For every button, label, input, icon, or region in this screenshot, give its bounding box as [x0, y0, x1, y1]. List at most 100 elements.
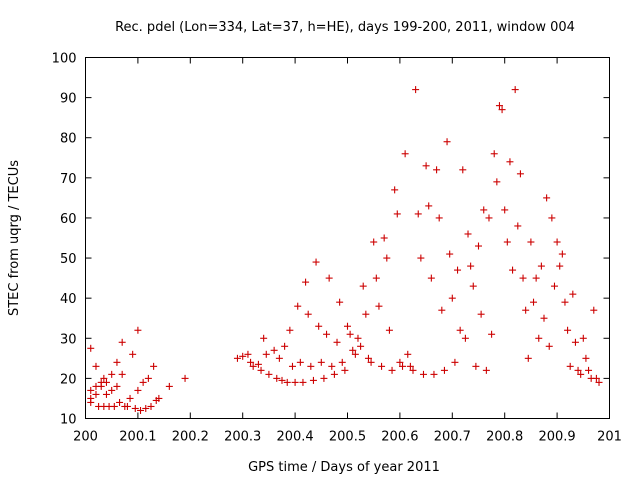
data-point: [129, 350, 137, 358]
y-tick-label: 20: [60, 372, 77, 387]
data-point: [336, 298, 344, 306]
data-point: [247, 358, 255, 366]
data-point: [273, 374, 281, 382]
data-point: [412, 86, 420, 94]
data-point: [165, 382, 173, 390]
data-point: [181, 374, 189, 382]
data-point: [404, 350, 412, 358]
data-point: [87, 386, 95, 394]
y-tick-label: 10: [60, 413, 77, 428]
data-point: [110, 402, 118, 410]
data-point: [102, 378, 110, 386]
data-point: [577, 370, 585, 378]
data-point: [545, 342, 553, 350]
data-point: [249, 362, 257, 370]
data-point: [323, 330, 331, 338]
data-point: [333, 338, 341, 346]
data-point: [346, 330, 354, 338]
data-point: [498, 106, 506, 114]
data-point: [325, 274, 333, 282]
data-point: [480, 206, 488, 214]
data-point: [92, 362, 100, 370]
data-point: [118, 338, 126, 346]
data-point: [579, 334, 587, 342]
data-point: [92, 390, 100, 398]
data-point: [131, 404, 139, 412]
data-point: [553, 238, 561, 246]
data-point: [288, 362, 296, 370]
data-point: [317, 358, 325, 366]
data-point: [406, 362, 414, 370]
data-point: [475, 242, 482, 250]
x-axis-label: GPS time / Days of year 2011: [248, 460, 440, 475]
data-point: [302, 278, 310, 286]
data-point: [561, 298, 569, 306]
data-point: [391, 186, 399, 194]
data-point: [113, 382, 121, 390]
data-point: [488, 330, 496, 338]
data-point: [537, 262, 545, 270]
x-tick-label: 200.2: [172, 430, 209, 445]
data-point: [144, 374, 152, 382]
data-point: [438, 306, 446, 314]
data-point: [354, 334, 362, 342]
data-point: [367, 358, 375, 366]
data-point: [126, 394, 134, 402]
data-point: [422, 162, 430, 170]
y-tick-label: 70: [60, 172, 77, 187]
data-point: [532, 274, 540, 282]
y-axis-label: STEC from uqrg / TECUs: [7, 160, 22, 316]
data-point: [113, 358, 121, 366]
data-point: [522, 306, 530, 314]
data-point: [590, 306, 598, 314]
chart-title: Rec. pdel (Lon=334, Lat=37, h=HE), days …: [115, 20, 575, 35]
x-tick-label: 200.5: [329, 430, 366, 445]
data-point: [527, 238, 535, 246]
x-tick-label: 200: [73, 430, 98, 445]
data-point: [530, 298, 538, 306]
data-point: [493, 178, 501, 186]
data-point: [257, 366, 265, 374]
y-tick-label: 100: [52, 52, 77, 67]
data-point: [427, 274, 435, 282]
data-point: [396, 358, 404, 366]
axis-tick-labels: 200 200.1 200.2 200.3 200.4 200.5 200.6 200.7 20…: [52, 52, 622, 445]
data-point: [139, 378, 147, 386]
y-tick-label: 60: [60, 212, 77, 227]
data-point: [239, 352, 247, 360]
data-point: [134, 386, 142, 394]
data-point: [364, 354, 372, 362]
data-point: [459, 166, 467, 174]
data-point: [543, 194, 551, 202]
data-point: [393, 210, 401, 218]
data-point: [448, 294, 456, 302]
data-point: [556, 262, 564, 270]
data-point: [286, 326, 294, 334]
y-tick-label: 50: [60, 252, 77, 267]
data-point: [309, 376, 317, 384]
data-point: [233, 354, 241, 362]
data-point: [147, 402, 155, 410]
data-point: [370, 238, 378, 246]
x-tick-label: 200.9: [538, 430, 575, 445]
data-point: [464, 230, 472, 238]
data-point: [155, 394, 163, 402]
data-point: [467, 262, 475, 270]
data-point: [595, 378, 603, 386]
x-tick-label: 200.4: [276, 430, 313, 445]
data-point: [380, 234, 388, 242]
data-point: [401, 150, 409, 158]
data-point: [278, 376, 286, 384]
data-point: [383, 254, 391, 262]
y-tick-label: 90: [60, 92, 77, 107]
data-point: [535, 334, 543, 342]
x-tick-label: 200.3: [224, 430, 261, 445]
data-point: [419, 370, 427, 378]
data-point: [425, 202, 433, 210]
data-point: [417, 254, 425, 262]
data-point: [357, 342, 365, 350]
data-point: [430, 370, 438, 378]
data-point: [330, 370, 338, 378]
data-point: [344, 322, 351, 330]
